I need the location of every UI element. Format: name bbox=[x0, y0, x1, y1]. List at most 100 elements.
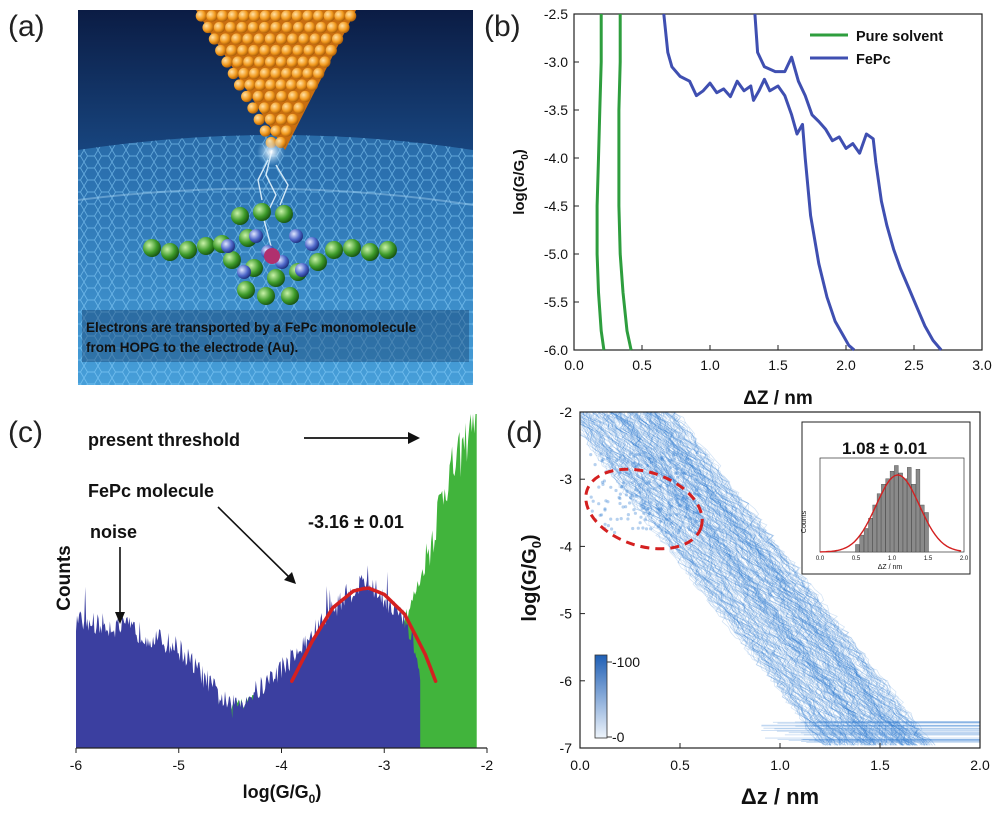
density-point bbox=[629, 496, 633, 500]
trace-line bbox=[580, 420, 833, 746]
density-point bbox=[645, 482, 649, 486]
y-axis-title: log(G/G0) bbox=[511, 149, 531, 215]
inset-x-tick-label: 1.0 bbox=[888, 556, 897, 562]
trace-line bbox=[636, 412, 890, 746]
gold-atom bbox=[319, 56, 331, 68]
density-point bbox=[668, 504, 672, 508]
trace-line bbox=[649, 412, 913, 746]
trace-line bbox=[585, 412, 838, 746]
caption-line-1: Electrons are transported by a FePc mono… bbox=[86, 320, 417, 335]
trace-line bbox=[598, 412, 859, 746]
trace-line bbox=[580, 419, 829, 746]
density-point bbox=[598, 513, 602, 517]
gold-atom bbox=[264, 33, 276, 45]
gold-atom bbox=[298, 33, 310, 45]
y-tick-label: -5.5 bbox=[544, 294, 568, 310]
trace-line bbox=[664, 412, 918, 746]
density-point bbox=[606, 500, 610, 504]
gold-atom bbox=[243, 56, 255, 68]
density-point bbox=[624, 493, 629, 497]
density-point bbox=[691, 473, 695, 477]
gold-atom bbox=[227, 67, 239, 80]
trace-line bbox=[580, 420, 832, 746]
x-axis: -6 -5 -4 -3 -2 bbox=[70, 748, 493, 773]
trace-line bbox=[609, 412, 873, 746]
trace-line bbox=[592, 412, 848, 746]
carbon-atom bbox=[267, 269, 285, 287]
density-point bbox=[645, 507, 650, 511]
x-tick-label: -6 bbox=[70, 757, 83, 773]
density-point bbox=[649, 460, 654, 464]
density-point bbox=[651, 460, 656, 464]
gold-atom bbox=[270, 125, 282, 137]
colorbar: -100 -0 bbox=[594, 654, 640, 745]
density-point bbox=[675, 467, 679, 471]
trace-line bbox=[580, 421, 827, 746]
density-point bbox=[670, 504, 674, 508]
density-point bbox=[668, 517, 672, 521]
trace-line bbox=[580, 423, 836, 746]
gold-atom bbox=[244, 79, 256, 91]
trace-line bbox=[588, 412, 847, 746]
density-point bbox=[626, 517, 630, 521]
gold-atom bbox=[253, 33, 265, 45]
gold-atom bbox=[213, 21, 225, 34]
trace-line bbox=[645, 412, 910, 746]
gold-atom bbox=[254, 56, 266, 68]
gold-atom bbox=[270, 21, 282, 34]
trace-line bbox=[611, 412, 873, 746]
density-point bbox=[618, 455, 623, 459]
inset-x-label: ΔZ / nm bbox=[878, 564, 903, 571]
trace-line bbox=[587, 412, 842, 746]
y-tick-label: -4.5 bbox=[544, 198, 568, 214]
trace-line bbox=[597, 412, 856, 746]
trace-line bbox=[585, 412, 841, 746]
density-point bbox=[628, 452, 632, 456]
density-point bbox=[660, 456, 664, 460]
carbon-atom bbox=[179, 241, 197, 259]
y-tick-label: -2 bbox=[560, 404, 573, 420]
panel-d: (d) 0.0 0.5 1.0 1.5 2.0 -2 -3 -4 -5 -6 -7 Δz / nm… bbox=[506, 404, 990, 809]
gold-atom bbox=[287, 113, 299, 126]
panel-a-label: (a) bbox=[8, 10, 45, 43]
x-axis: 0.0 0.5 1.0 1.5 2.0 bbox=[570, 743, 990, 773]
trace-line bbox=[657, 412, 916, 746]
trace-line bbox=[646, 412, 904, 746]
noise-arrowhead bbox=[115, 612, 125, 624]
nitrogen-atom bbox=[221, 239, 235, 253]
density-point bbox=[630, 494, 635, 498]
trace-line bbox=[580, 417, 833, 746]
density-point bbox=[686, 525, 691, 529]
density-point bbox=[618, 471, 622, 475]
trace-line bbox=[656, 412, 923, 746]
gold-atom bbox=[265, 79, 277, 91]
gold-atom bbox=[325, 44, 337, 57]
density-point bbox=[662, 451, 666, 455]
inset-x-tick-label: 0.5 bbox=[852, 556, 861, 562]
gold-atom bbox=[270, 102, 282, 114]
gold-atom bbox=[264, 56, 277, 68]
trace-line bbox=[661, 412, 913, 746]
density-point bbox=[683, 515, 688, 519]
gold-atom bbox=[276, 33, 288, 45]
stm-illustration: Electrons are transported by a FePc mono… bbox=[78, 10, 473, 385]
trace-line bbox=[618, 412, 887, 746]
density-point bbox=[597, 485, 601, 489]
trace-line bbox=[654, 412, 913, 746]
density-point bbox=[668, 475, 672, 479]
plot-frame bbox=[573, 13, 983, 351]
density-point bbox=[672, 457, 677, 461]
gold-atom bbox=[227, 10, 239, 22]
trace-line bbox=[653, 412, 912, 746]
svg-text:log(G/G0): log(G/G0) bbox=[519, 534, 544, 621]
inset-bar bbox=[859, 534, 864, 553]
trace-line bbox=[580, 412, 837, 746]
density-point bbox=[603, 522, 607, 526]
trace-line bbox=[661, 412, 926, 746]
trace-line bbox=[613, 412, 865, 746]
density-point bbox=[634, 465, 638, 469]
carbon-atom bbox=[197, 237, 215, 255]
gold-atom bbox=[287, 33, 299, 45]
trace-line bbox=[613, 412, 866, 746]
density-point bbox=[619, 517, 623, 521]
